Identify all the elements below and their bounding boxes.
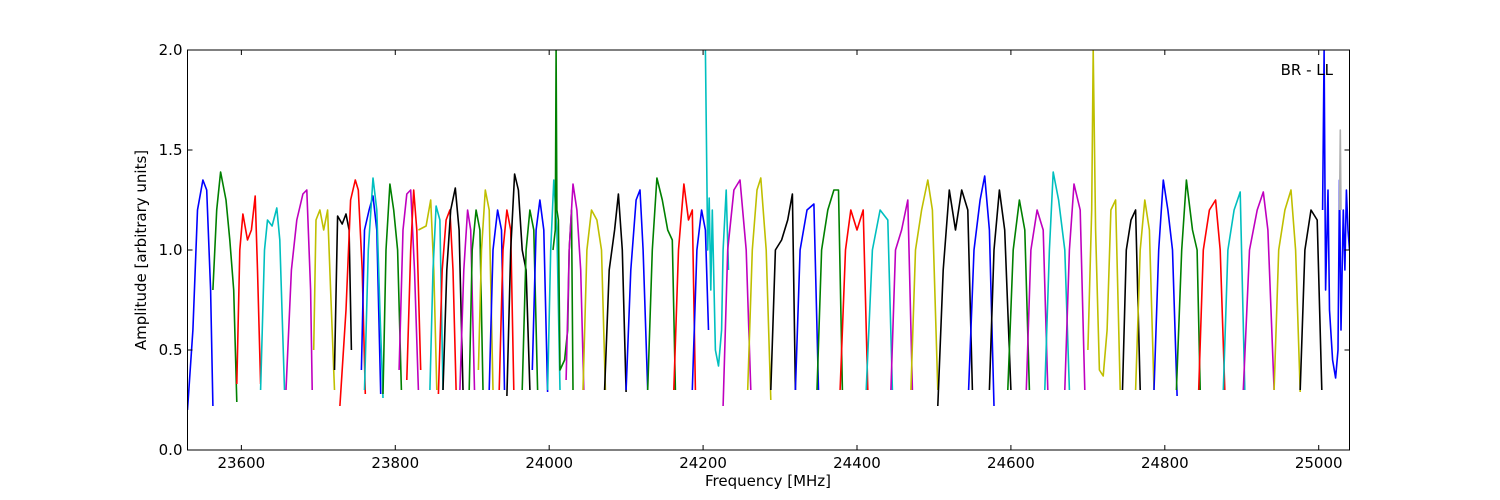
series-line-36	[746, 177, 772, 401]
series-line-48	[1025, 209, 1049, 391]
series-line-3	[259, 207, 286, 391]
series-line-34	[704, 50, 730, 367]
axes-ticks: 23600 23800 24000 24200 24400 24600 24800 25000…	[159, 41, 1350, 472]
series-line-24	[531, 199, 549, 393]
series-line-29	[603, 193, 627, 393]
series-line-4	[285, 189, 313, 391]
series-line-50	[1064, 183, 1086, 391]
series-line-51	[1087, 50, 1121, 391]
series-line-40	[839, 209, 869, 391]
series-line-41	[865, 209, 894, 391]
series-line-54	[1153, 179, 1178, 397]
series-line-14	[429, 205, 444, 391]
series-layer	[187, 50, 1350, 411]
series-line-16	[442, 187, 464, 391]
series-line-25	[546, 179, 561, 391]
x-tick-label: 24800	[1141, 454, 1189, 472]
series-line-9	[363, 177, 384, 399]
series-line-28	[582, 209, 607, 391]
series-line-55	[1175, 179, 1201, 391]
series-line-53	[1134, 199, 1155, 391]
series-line-43	[910, 179, 939, 391]
series-line-30	[625, 189, 649, 391]
y-tick-label: 1.0	[159, 241, 183, 259]
series-line-44	[937, 189, 974, 407]
series-line-0	[187, 179, 214, 411]
series-line-62	[1338, 129, 1342, 211]
series-line-31	[646, 177, 677, 391]
y-tick-label: 1.5	[159, 141, 183, 159]
series-line-57	[1222, 191, 1246, 391]
series-line-32	[673, 183, 697, 391]
series-line-56	[1197, 199, 1226, 391]
series-line-15	[437, 209, 457, 395]
series-line-39	[816, 189, 844, 391]
series-line-5	[312, 209, 336, 391]
series-line-35	[722, 179, 752, 407]
x-tick-label: 24600	[987, 454, 1035, 472]
series-line-38	[794, 203, 820, 391]
series-line-2	[236, 195, 262, 385]
y-axis-title: Amplitude [arbitrary units]	[132, 150, 150, 350]
series-line-59	[1273, 189, 1301, 393]
series-line-61	[1321, 50, 1350, 379]
series-line-6	[333, 213, 353, 371]
series-line-37	[770, 193, 797, 391]
y-tick-label: 2.0	[159, 41, 183, 59]
series-line-47	[1007, 199, 1031, 391]
x-tick-label: 24200	[679, 454, 727, 472]
series-line-52	[1121, 209, 1141, 391]
x-tick-label: 25000	[1295, 454, 1343, 472]
series-line-1	[212, 171, 238, 403]
series-line-46	[988, 189, 1012, 391]
x-axis-title: Frequency [MHz]	[705, 472, 831, 490]
series-line-7	[339, 179, 367, 407]
y-tick-label: 0.0	[159, 441, 183, 459]
series-line-60	[1299, 209, 1323, 391]
x-tick-label: 24000	[525, 454, 573, 472]
x-tick-label: 23600	[218, 454, 266, 472]
series-line-58	[1242, 191, 1275, 391]
series-line-21	[498, 209, 515, 391]
series-line-33	[691, 209, 710, 391]
series-line-42	[890, 199, 914, 391]
series-line-11	[398, 189, 420, 391]
series-line-45	[967, 175, 995, 407]
series-line-13	[418, 199, 438, 391]
series-line-12	[406, 189, 422, 381]
y-tick-label: 0.5	[159, 341, 183, 359]
x-tick-label: 24400	[833, 454, 881, 472]
series-line-10	[382, 183, 403, 395]
series-line-27	[565, 183, 585, 391]
series-line-19	[477, 189, 494, 391]
series-line-26	[552, 50, 574, 391]
series-line-49	[1044, 171, 1071, 391]
series-line-22	[506, 173, 531, 397]
plot-annotation: BR - LL	[1281, 61, 1334, 79]
x-tick-label: 23800	[371, 454, 419, 472]
